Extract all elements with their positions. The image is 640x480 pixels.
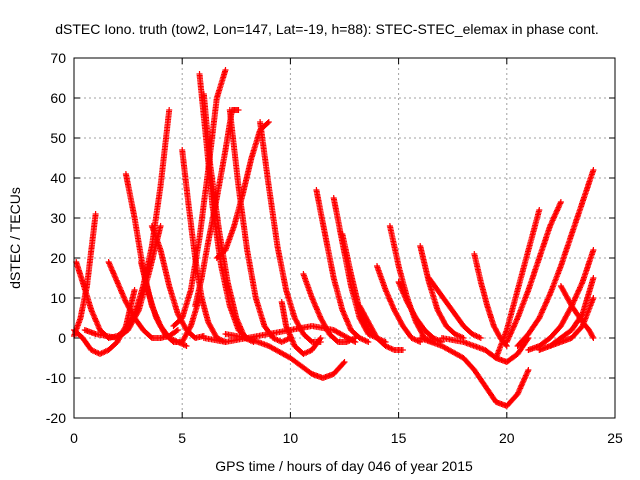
series-16 xyxy=(257,119,324,345)
series-markers xyxy=(148,223,207,341)
series-markers xyxy=(557,283,597,341)
series-24 xyxy=(356,303,406,353)
series-22 xyxy=(330,195,380,341)
series-27 xyxy=(395,279,445,345)
series-18 xyxy=(222,331,348,381)
series-33 xyxy=(493,207,543,361)
series-29 xyxy=(425,275,484,341)
chart-title: dSTEC Iono. truth (tow2, Lon=147, Lat=-1… xyxy=(55,21,599,37)
data-points xyxy=(71,67,597,409)
series-markers xyxy=(425,275,484,341)
plot-frame xyxy=(73,57,616,419)
series-34 xyxy=(503,199,564,345)
y-axis-title: dSTEC / TECUs xyxy=(7,187,23,289)
series-19 xyxy=(278,299,324,357)
series-35 xyxy=(514,167,597,349)
series-25 xyxy=(374,263,424,345)
series-36 xyxy=(525,247,597,353)
series-markers xyxy=(300,271,359,345)
series-markers xyxy=(374,263,424,345)
series-markers xyxy=(138,259,203,345)
x-tick-label: 10 xyxy=(283,430,299,446)
y-tick-label: 70 xyxy=(50,50,66,66)
y-tick-label: 30 xyxy=(50,210,66,226)
x-tick-label: 0 xyxy=(70,430,78,446)
series-markers xyxy=(278,299,324,357)
series-markers xyxy=(525,247,597,353)
series-markers xyxy=(73,107,173,341)
series-markers xyxy=(395,279,445,345)
x-axis-title: GPS time / hours of day 046 of year 2015 xyxy=(215,458,473,474)
series-markers xyxy=(417,335,532,409)
x-tick-label: 15 xyxy=(391,430,407,446)
series-markers xyxy=(330,195,380,341)
series-2 xyxy=(73,107,173,341)
x-tick-label: 5 xyxy=(178,430,186,446)
series-39 xyxy=(557,283,597,341)
series-31 xyxy=(417,335,532,409)
y-tick-label: 60 xyxy=(50,90,66,106)
y-tick-label: 10 xyxy=(50,290,66,306)
y-tick-label: 0 xyxy=(58,330,66,346)
y-tick-label: 20 xyxy=(50,250,66,266)
y-tick-label: -20 xyxy=(46,410,66,426)
y-tick-label: 40 xyxy=(50,170,66,186)
series-markers xyxy=(514,167,597,349)
series-20 xyxy=(300,271,359,345)
series-markers xyxy=(503,199,564,345)
series-markers xyxy=(313,187,372,345)
x-tick-label: 25 xyxy=(607,430,623,446)
series-8 xyxy=(148,223,207,341)
series-7 xyxy=(138,259,203,345)
axis-ticks: 0 5 10 15 20 25 -20 -10 0 10 20 30 40 50 60 70 xyxy=(46,50,623,446)
series-21 xyxy=(313,187,372,345)
x-tick-label: 20 xyxy=(499,430,515,446)
series-38 xyxy=(547,275,597,349)
y-tick-label: -10 xyxy=(46,370,66,386)
series-markers xyxy=(471,251,510,349)
series-markers xyxy=(356,303,406,353)
series-markers xyxy=(257,119,324,345)
series-markers xyxy=(493,207,543,361)
series-30 xyxy=(471,251,510,349)
y-tick-label: 50 xyxy=(50,130,66,146)
series-markers xyxy=(547,275,597,349)
series-markers xyxy=(222,331,348,381)
